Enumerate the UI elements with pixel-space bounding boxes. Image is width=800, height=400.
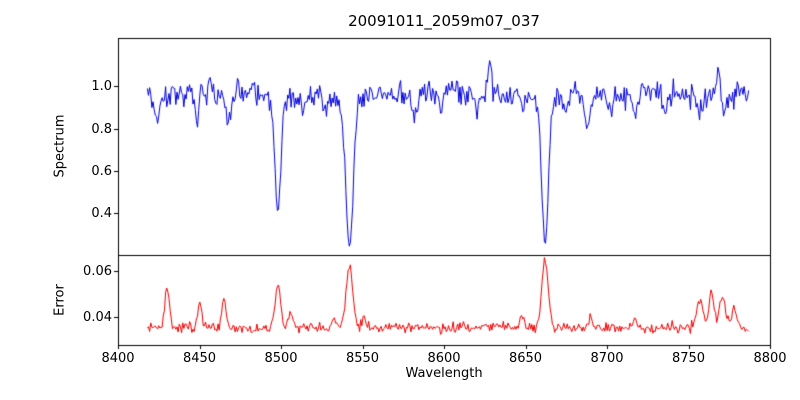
x-tick-label: 8550 xyxy=(345,351,380,366)
x-tick-label: 8400 xyxy=(101,351,135,366)
x-tick-label: 8700 xyxy=(590,351,624,366)
x-tick-label: 8500 xyxy=(264,351,298,366)
chart-title: 20091011_2059m07_037 xyxy=(348,12,540,30)
x-axis-label: Wavelength xyxy=(405,366,483,381)
y-tick-label: 0.6 xyxy=(91,163,112,179)
y-tick-label: 1.0 xyxy=(91,78,112,94)
x-tick-label: 8600 xyxy=(427,351,461,366)
y-tick-label: 0.06 xyxy=(83,263,112,279)
y-tick-label: 0.04 xyxy=(83,309,112,325)
x-tick-label: 8750 xyxy=(671,351,706,366)
x-tick-label: 8650 xyxy=(508,351,543,366)
x-tick-label: 8800 xyxy=(753,351,787,366)
y-tick-label: 0.4 xyxy=(91,205,112,221)
x-tick-label: 8450 xyxy=(182,351,217,366)
y-tick-label: 0.8 xyxy=(91,121,112,137)
